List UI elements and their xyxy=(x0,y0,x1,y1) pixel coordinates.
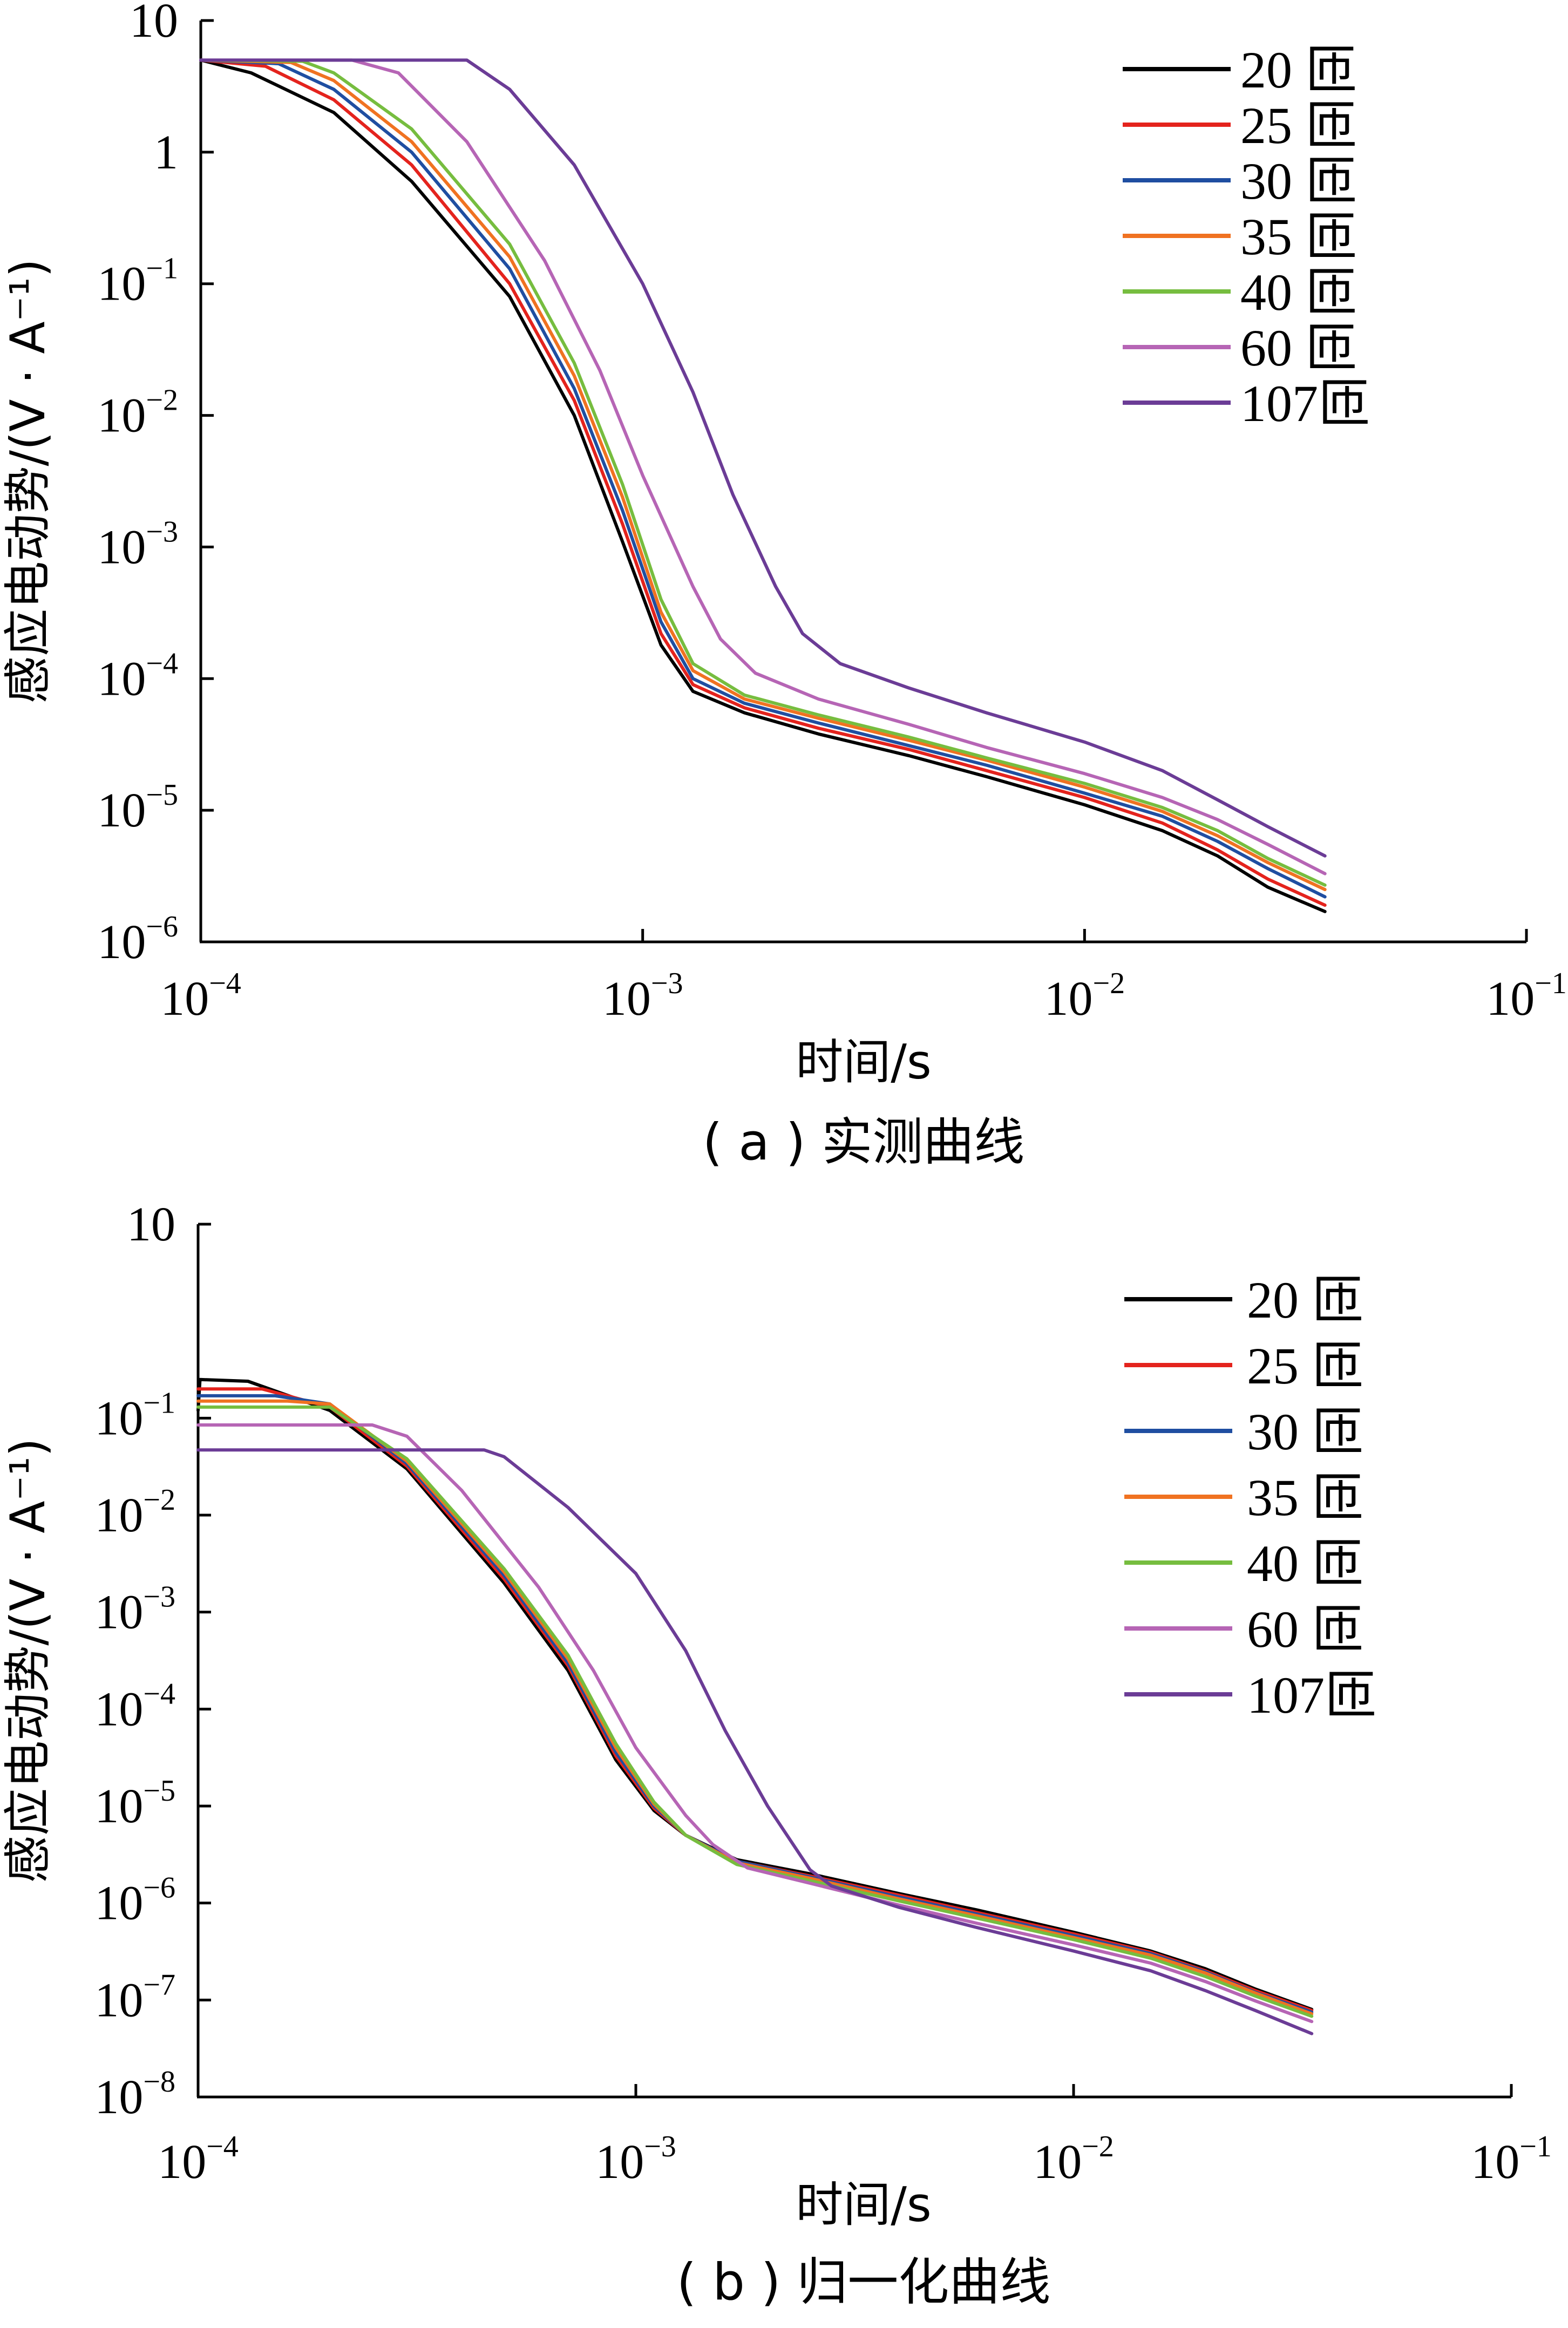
legend-entry: 25 匝 xyxy=(1240,97,1357,154)
legend-entry: 60 匝 xyxy=(1240,319,1357,377)
series-line xyxy=(199,58,1327,887)
y-tick-label: 10−4 xyxy=(94,1677,175,1736)
series-line xyxy=(196,1394,1314,2014)
y-axis-label: 感应电动势/(V · A⁻¹) xyxy=(0,1438,56,1883)
series-line xyxy=(199,58,1327,891)
x-axis-label: 时间/s xyxy=(796,1034,932,1090)
legend-entry: 20 匝 xyxy=(1240,41,1357,99)
x-tick-label: 10−2 xyxy=(1044,967,1125,1026)
series-line xyxy=(199,58,1327,875)
y-tick-label: 10−2 xyxy=(94,1483,175,1542)
legend-entry: 35 匝 xyxy=(1247,1469,1363,1526)
x-tick-label: 10−4 xyxy=(158,2130,239,2189)
y-tick-label: 10 xyxy=(130,0,178,47)
chart-b: 10 10−1 10−2 10−3 10−4 10−5 10−6 10−7 10−8 10−4 10… xyxy=(0,1198,1552,2312)
y-tick-label: 10−1 xyxy=(94,1386,175,1445)
series-line xyxy=(196,1399,1314,2015)
y-tick-label: 10−2 xyxy=(97,384,178,443)
x-tick-label: 10−3 xyxy=(595,2130,676,2189)
y-tick-label: 10−3 xyxy=(97,515,178,574)
legend-entry: 20 匝 xyxy=(1247,1271,1363,1329)
y-tick-label: 10−6 xyxy=(97,910,178,969)
y-tick-label: 10−1 xyxy=(97,252,178,311)
legend-entry: 40 匝 xyxy=(1240,263,1357,321)
y-tick-label: 10−7 xyxy=(94,1968,175,2027)
legend-entry: 35 匝 xyxy=(1240,208,1357,266)
legend-entry: 30 匝 xyxy=(1240,152,1357,210)
legend-entry: 107匝 xyxy=(1240,375,1370,432)
y-tick-label: 10−8 xyxy=(94,2065,175,2124)
series-line xyxy=(196,1448,1314,2035)
legend-entry: 60 匝 xyxy=(1247,1600,1363,1658)
y-tick-label: 10 xyxy=(127,1198,175,1251)
chart-caption: ( a ) 实测曲线 xyxy=(703,1113,1025,1172)
legend-entry: 30 匝 xyxy=(1247,1403,1363,1461)
series-line xyxy=(196,1423,1314,2024)
x-tick-label: 10−4 xyxy=(160,967,241,1026)
y-tick-label: 10−3 xyxy=(94,1580,175,1639)
chart-caption: ( b ) 归一化曲线 xyxy=(677,2253,1051,2312)
y-tick-label: 10−5 xyxy=(97,778,178,837)
series-line xyxy=(199,58,1327,907)
x-tick-label: 10−2 xyxy=(1033,2130,1114,2189)
legend-entry: 107匝 xyxy=(1247,1666,1376,1724)
series-line xyxy=(199,58,1327,899)
x-tick-label: 10−3 xyxy=(602,967,683,1026)
series-line xyxy=(199,58,1327,913)
y-tick-label: 10−4 xyxy=(97,647,178,705)
x-tick-label: 10−1 xyxy=(1486,967,1567,1026)
y-tick-label: 10−6 xyxy=(94,1871,175,1930)
x-axis-label: 时间/s xyxy=(796,2177,932,2232)
series-line xyxy=(199,58,1327,858)
series-line xyxy=(196,1387,1314,2012)
legend-entry: 25 匝 xyxy=(1247,1337,1363,1395)
y-tick-label: 10−5 xyxy=(94,1774,175,1833)
y-tick-label: 1 xyxy=(154,126,178,179)
legend-entry: 40 匝 xyxy=(1247,1535,1363,1592)
x-tick-label: 10−1 xyxy=(1471,2130,1552,2189)
y-axis-label: 感应电动势/(V · A⁻¹) xyxy=(0,259,56,703)
